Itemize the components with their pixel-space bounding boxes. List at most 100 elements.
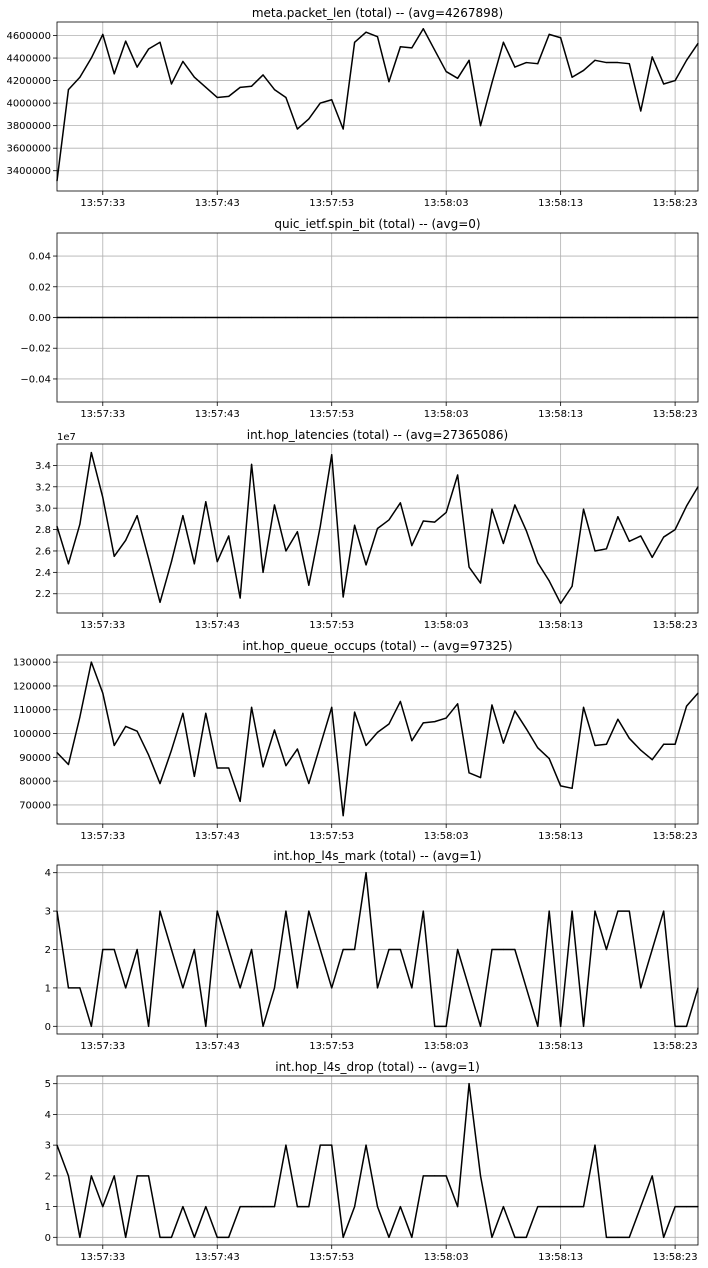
data-point <box>159 1236 161 1238</box>
data-point <box>605 548 608 550</box>
data-point <box>216 561 218 563</box>
data-point <box>479 582 482 584</box>
chart-panel-2: quic_ietf.spin_bit (total) -- (avg=0) 13:… <box>20 217 699 420</box>
chart-panel-4: int.hop_queue_occups (total) -- (avg=973… <box>13 639 699 842</box>
data-point <box>560 785 562 787</box>
data-point <box>365 1144 367 1146</box>
data-point <box>617 718 619 720</box>
data-point <box>90 661 92 663</box>
data-point <box>582 1205 585 1208</box>
data-point <box>525 61 527 64</box>
data-point <box>502 948 505 951</box>
data-point <box>250 316 253 319</box>
data-point <box>205 1205 207 1208</box>
data-point <box>411 545 413 547</box>
data-point <box>102 316 104 319</box>
data-point <box>479 776 482 779</box>
data-point <box>422 1175 424 1177</box>
data-point <box>354 524 356 526</box>
data-point <box>365 744 367 747</box>
data-point <box>125 539 127 541</box>
data-point <box>445 70 447 73</box>
y-tick-label: 90000 <box>19 753 51 764</box>
data-point <box>262 74 264 76</box>
y-tick-label: 3.2 <box>35 482 51 493</box>
data-point <box>331 99 333 101</box>
x-tick-label: 13:58:13 <box>538 831 583 842</box>
y-tick-label: 1 <box>45 1202 51 1213</box>
data-point <box>136 515 138 517</box>
data-point <box>468 987 470 989</box>
y-tick-label: 0.02 <box>29 282 51 293</box>
data-point <box>502 742 505 744</box>
data-point <box>67 89 70 91</box>
data-point <box>147 754 150 756</box>
x-tick-label: 13:58:03 <box>424 1041 469 1052</box>
data-point <box>285 96 287 99</box>
x-tick-label: 13:57:33 <box>80 198 125 209</box>
data-point <box>663 910 665 912</box>
data-point <box>308 316 310 319</box>
x-tick-label: 13:57:33 <box>80 409 125 420</box>
data-point <box>548 757 550 760</box>
data-point <box>273 504 276 506</box>
plot-frame <box>56 443 699 614</box>
data-point <box>228 1236 230 1238</box>
data-point <box>491 704 493 706</box>
x-tick-label: 13:57:53 <box>309 1252 354 1263</box>
x-tick-label: 13:57:43 <box>195 1252 240 1263</box>
data-point <box>319 1144 321 1146</box>
data-point <box>434 1025 436 1027</box>
x-tick-label: 13:58:03 <box>424 1252 469 1263</box>
data-point <box>422 722 424 724</box>
data-point <box>411 316 413 319</box>
y-tick-label: 2.4 <box>35 568 51 579</box>
data-point <box>582 706 585 708</box>
y-tick-label: 100000 <box>13 729 51 740</box>
data-point <box>468 772 470 774</box>
data-point <box>434 521 436 523</box>
data-point <box>319 525 321 527</box>
data-point <box>571 787 573 789</box>
chart-title: int.hop_l4s_drop (total) -- (avg=1) <box>275 1060 480 1074</box>
data-point <box>250 1205 253 1208</box>
data-point <box>170 749 173 751</box>
x-tick-label: 13:57:53 <box>309 198 354 209</box>
chart-title: int.hop_latencies (total) -- (avg=273650… <box>247 428 508 442</box>
data-point <box>445 717 447 719</box>
data-point <box>159 910 161 912</box>
data-point <box>147 557 150 560</box>
data-point <box>399 46 401 48</box>
data-point <box>582 1025 585 1027</box>
chart-title: int.hop_l4s_mark (total) -- (avg=1) <box>273 849 481 863</box>
data-point <box>136 66 138 68</box>
data-point <box>216 316 218 319</box>
y-tick-label: 2 <box>45 1171 51 1182</box>
data-point <box>342 1236 344 1238</box>
y-tick-label: 3 <box>45 907 51 918</box>
data-point <box>491 948 493 951</box>
data-point <box>296 316 298 319</box>
data-point <box>685 316 688 319</box>
data-point <box>388 948 390 951</box>
data-point <box>525 316 527 319</box>
x-tick-label: 13:57:53 <box>309 831 354 842</box>
data-point <box>628 540 630 542</box>
data-point <box>491 82 493 84</box>
data-point <box>182 515 184 517</box>
data-point <box>548 580 550 582</box>
data-point <box>422 910 424 912</box>
data-point <box>457 77 459 79</box>
data-point <box>468 316 470 319</box>
data-point <box>525 530 527 532</box>
data-point <box>319 316 321 319</box>
data-point <box>136 1175 138 1177</box>
data-point <box>205 86 207 88</box>
data-point <box>102 948 104 951</box>
data-point <box>502 542 505 545</box>
data-point <box>296 531 298 533</box>
data-point <box>262 571 264 573</box>
y-tick-label: −0.02 <box>20 344 51 355</box>
data-point <box>67 1175 70 1177</box>
